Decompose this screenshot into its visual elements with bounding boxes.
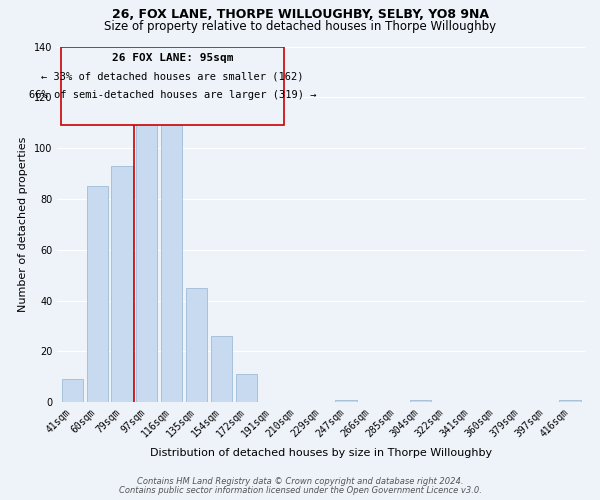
Y-axis label: Number of detached properties: Number of detached properties [19,136,28,312]
FancyBboxPatch shape [61,46,284,126]
Bar [236,374,257,402]
Bar [161,122,182,402]
Text: 66% of semi-detached houses are larger (319) →: 66% of semi-detached houses are larger (… [29,90,316,100]
Bar [86,186,108,402]
Bar [136,122,157,402]
Text: ← 33% of detached houses are smaller (162): ← 33% of detached houses are smaller (16… [41,72,304,82]
X-axis label: Distribution of detached houses by size in Thorpe Willoughby: Distribution of detached houses by size … [150,448,492,458]
Bar [62,380,83,402]
Text: Size of property relative to detached houses in Thorpe Willoughby: Size of property relative to detached ho… [104,20,496,33]
Bar [335,400,356,402]
Bar [186,288,207,403]
Bar [112,166,133,402]
Text: 26 FOX LANE: 95sqm: 26 FOX LANE: 95sqm [112,53,233,63]
Bar [211,336,232,402]
Bar [559,400,581,402]
Text: Contains HM Land Registry data © Crown copyright and database right 2024.: Contains HM Land Registry data © Crown c… [137,477,463,486]
Text: 26, FOX LANE, THORPE WILLOUGHBY, SELBY, YO8 9NA: 26, FOX LANE, THORPE WILLOUGHBY, SELBY, … [112,8,488,20]
Text: Contains public sector information licensed under the Open Government Licence v3: Contains public sector information licen… [119,486,481,495]
Bar [410,400,431,402]
